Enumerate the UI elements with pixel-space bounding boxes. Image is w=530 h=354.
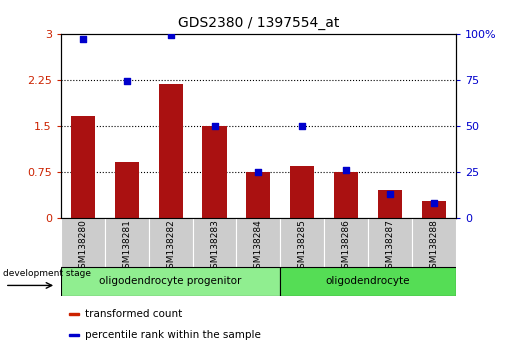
Text: GSM138284: GSM138284 [254, 219, 263, 274]
Bar [105, 218, 149, 267]
Point [166, 33, 175, 38]
Bar [71, 116, 95, 218]
Point [430, 200, 438, 206]
Bar [236, 218, 280, 267]
Text: oligodendrocyte progenitor: oligodendrocyte progenitor [100, 276, 242, 286]
Bar [149, 218, 192, 267]
Point [254, 169, 263, 175]
Bar [69, 334, 79, 336]
Point [342, 167, 350, 173]
Bar [368, 218, 412, 267]
Point [386, 191, 394, 196]
Text: GSM138283: GSM138283 [210, 219, 219, 274]
Title: GDS2380 / 1397554_at: GDS2380 / 1397554_at [178, 16, 339, 30]
Bar [422, 200, 446, 218]
Text: GSM138286: GSM138286 [342, 219, 351, 274]
Text: development stage: development stage [3, 269, 91, 278]
Bar [192, 218, 236, 267]
Bar [61, 218, 105, 267]
Point [298, 123, 306, 129]
Text: GSM138285: GSM138285 [298, 219, 307, 274]
Point [78, 36, 87, 42]
Bar [334, 172, 358, 218]
Text: GSM138282: GSM138282 [166, 219, 175, 274]
Bar [246, 172, 270, 218]
Text: GSM138281: GSM138281 [122, 219, 131, 274]
Bar [202, 126, 226, 218]
Bar [324, 218, 368, 267]
Bar [290, 166, 314, 218]
Text: transformed count: transformed count [85, 309, 182, 319]
Bar [69, 313, 79, 315]
Bar [114, 162, 139, 218]
Text: GSM138288: GSM138288 [429, 219, 438, 274]
Point [210, 123, 219, 129]
Text: GSM138287: GSM138287 [385, 219, 394, 274]
Bar [280, 267, 456, 296]
Bar [158, 84, 183, 218]
Text: oligodendrocyte: oligodendrocyte [326, 276, 410, 286]
Bar [61, 267, 280, 296]
Bar [412, 218, 456, 267]
Bar [378, 190, 402, 218]
Bar [280, 218, 324, 267]
Text: percentile rank within the sample: percentile rank within the sample [85, 330, 261, 339]
Text: GSM138280: GSM138280 [78, 219, 87, 274]
Point [122, 79, 131, 84]
